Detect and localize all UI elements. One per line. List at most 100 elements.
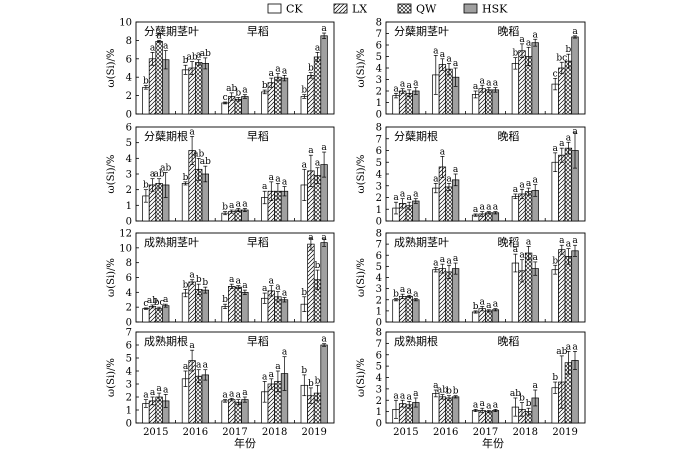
legend-label: CK [286, 3, 303, 16]
panel-title: 分蘖期根 [144, 129, 188, 143]
y-tick-label: 8 [376, 229, 382, 240]
significance-letter: ab [200, 157, 211, 167]
x-tick-label: 2015 [393, 427, 418, 438]
significance-letter: c [223, 93, 228, 103]
significance-letter: ab [510, 389, 521, 399]
significance-letter: a [189, 127, 195, 137]
y-tick-label: 1 [376, 205, 382, 216]
significance-letter: a [572, 27, 578, 37]
bar-lx [518, 50, 526, 115]
x-axis-title-left: 年份 [234, 436, 256, 450]
panel-title: 分蘖期根 [394, 129, 438, 143]
significance-letter: a [400, 190, 406, 200]
bar-hsk [320, 344, 328, 424]
bar-lx [398, 296, 407, 323]
significance-letter: a [433, 174, 439, 184]
season-label: 晚稻 [497, 130, 519, 143]
bar-qw [155, 308, 163, 323]
significance-letter: c [143, 299, 148, 309]
y-tick-label: 4 [126, 73, 132, 84]
bar-qw [485, 310, 493, 323]
y-tick-label: 0 [376, 318, 382, 329]
significance-letter: a [453, 59, 459, 69]
y-tick-label: 6 [126, 123, 132, 134]
significance-letter: a [493, 203, 499, 213]
significance-letter: b [222, 295, 228, 305]
bar-hsk [241, 96, 249, 115]
significance-letter: a [282, 66, 288, 76]
significance-letter: b [513, 49, 519, 59]
bar-qw [155, 183, 163, 222]
legend-item-hsk: HSK [463, 3, 508, 16]
x-axis-title-right: 年份 [482, 436, 504, 450]
significance-letter: a [473, 82, 479, 92]
bar-lx [307, 75, 315, 115]
bar-ck [221, 102, 229, 115]
bar-hsk [162, 305, 170, 323]
significance-letter: a [321, 233, 327, 243]
significance-letter: a [321, 335, 327, 345]
significance-letter: a [559, 236, 565, 246]
bar-lx [398, 90, 407, 115]
bar-hsk [241, 399, 249, 424]
bar-ck [432, 393, 440, 424]
significance-letter: a [572, 342, 578, 352]
significance-letter: a [222, 391, 228, 401]
bar-qw [445, 271, 453, 323]
bar-ck [181, 292, 190, 323]
significance-letter: a [433, 258, 439, 268]
bar-lx [188, 67, 196, 115]
significance-letter: ab [226, 84, 237, 94]
y-tick-label: 8 [126, 36, 132, 47]
significance-letter: a [486, 79, 492, 89]
y-axis-title: ω(Si)/% [106, 358, 117, 397]
y-tick-label: 5 [376, 362, 382, 373]
significance-letter: a [282, 348, 288, 358]
y-tick-label: 1 [126, 406, 132, 417]
significance-letter: a [526, 237, 532, 247]
significance-letter: a [150, 388, 156, 398]
panel-title: 分蘖期茎叶 [394, 24, 449, 38]
significance-letter: a [275, 362, 281, 372]
significance-letter: a [526, 38, 532, 48]
panel-title: 成熟期茎叶 [144, 235, 199, 249]
season-label: 晚稻 [497, 236, 519, 249]
bar-lx [438, 396, 447, 424]
significance-letter: a [480, 297, 486, 307]
bar-hsk [571, 36, 579, 115]
bar-hsk [451, 396, 460, 424]
y-axis-title: ω(Si)/% [106, 258, 117, 297]
bar-qw [405, 296, 413, 323]
y-tick-label: 2 [376, 193, 382, 204]
bar-ck [142, 308, 150, 323]
significance-letter: a [163, 42, 169, 52]
significance-letter: a [269, 69, 275, 79]
significance-letter: a [150, 170, 156, 180]
significance-letter: a [533, 30, 539, 40]
x-tick-label: 2016 [183, 427, 208, 438]
bar-hsk [201, 289, 209, 323]
y-tick-label: 6 [126, 341, 132, 352]
significance-letter: b [143, 76, 149, 86]
significance-letter: a [473, 205, 479, 215]
significance-letter: a [315, 43, 321, 53]
significance-letter: a [242, 86, 248, 96]
legend-swatch [463, 3, 478, 14]
bar-lx [267, 383, 275, 424]
y-tick-label: 4 [126, 154, 132, 165]
y-axis-title: ω(Si)/% [356, 258, 367, 297]
significance-letter: a [413, 79, 419, 89]
significance-letter: b [552, 256, 558, 266]
bar-hsk [491, 89, 500, 115]
significance-letter: a [242, 281, 248, 291]
significance-letter: a [413, 389, 419, 399]
significance-letter: b [453, 387, 459, 397]
panel-title: 分蘖期茎叶 [144, 24, 199, 38]
significance-letter: a [308, 146, 314, 156]
y-tick-label: 6 [376, 146, 382, 157]
significance-letter: b [315, 376, 321, 386]
legend-label: QW [416, 3, 437, 16]
